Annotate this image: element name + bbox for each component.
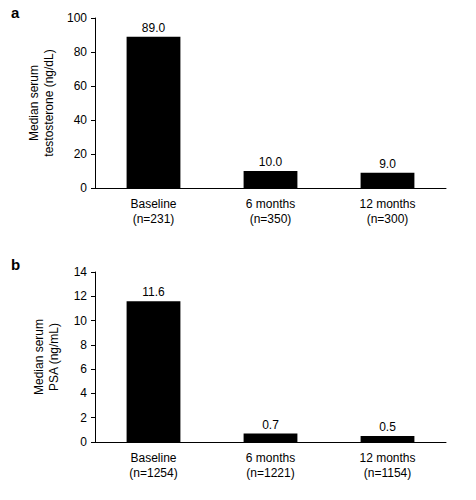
svg-text:9.0: 9.0 (379, 157, 396, 171)
svg-text:12 months: 12 months (359, 451, 415, 465)
svg-text:testosterone (ng/dL): testosterone (ng/dL) (42, 49, 56, 156)
svg-text:60: 60 (74, 79, 88, 93)
svg-text:PSA (ng/mL): PSA (ng/mL) (47, 323, 61, 391)
svg-text:4: 4 (80, 386, 87, 400)
svg-text:10: 10 (74, 314, 88, 328)
svg-text:6: 6 (80, 362, 87, 376)
svg-text:b: b (11, 256, 20, 273)
svg-text:Baseline: Baseline (130, 451, 176, 465)
svg-text:a: a (11, 4, 20, 21)
svg-text:14: 14 (74, 265, 88, 279)
svg-text:0.5: 0.5 (379, 420, 396, 434)
svg-text:10.0: 10.0 (259, 155, 283, 169)
svg-text:89.0: 89.0 (142, 21, 166, 35)
svg-text:(n=231): (n=231) (133, 212, 175, 226)
svg-text:2: 2 (80, 411, 87, 425)
svg-text:0: 0 (80, 181, 87, 195)
svg-text:(n=1221): (n=1221) (246, 466, 294, 480)
svg-text:(n=1254): (n=1254) (129, 466, 177, 480)
svg-text:11.6: 11.6 (142, 285, 165, 299)
svg-text:0: 0 (80, 435, 87, 449)
svg-text:Median serum: Median serum (32, 319, 46, 395)
svg-text:100: 100 (67, 11, 87, 25)
svg-text:20: 20 (74, 147, 88, 161)
svg-text:8: 8 (80, 338, 87, 352)
svg-text:(n=1154): (n=1154) (364, 466, 411, 480)
svg-text:6 months: 6 months (246, 197, 295, 211)
svg-text:12: 12 (74, 289, 88, 303)
svg-text:(n=350): (n=350) (250, 212, 292, 226)
svg-text:80: 80 (74, 45, 88, 59)
svg-text:40: 40 (74, 113, 88, 127)
svg-text:0.7: 0.7 (262, 418, 279, 432)
svg-text:12 months: 12 months (359, 197, 415, 211)
svg-text:Median serum: Median serum (27, 65, 41, 141)
svg-text:(n=300): (n=300) (367, 212, 409, 226)
svg-text:Baseline: Baseline (130, 197, 176, 211)
svg-text:6 months: 6 months (246, 451, 295, 465)
